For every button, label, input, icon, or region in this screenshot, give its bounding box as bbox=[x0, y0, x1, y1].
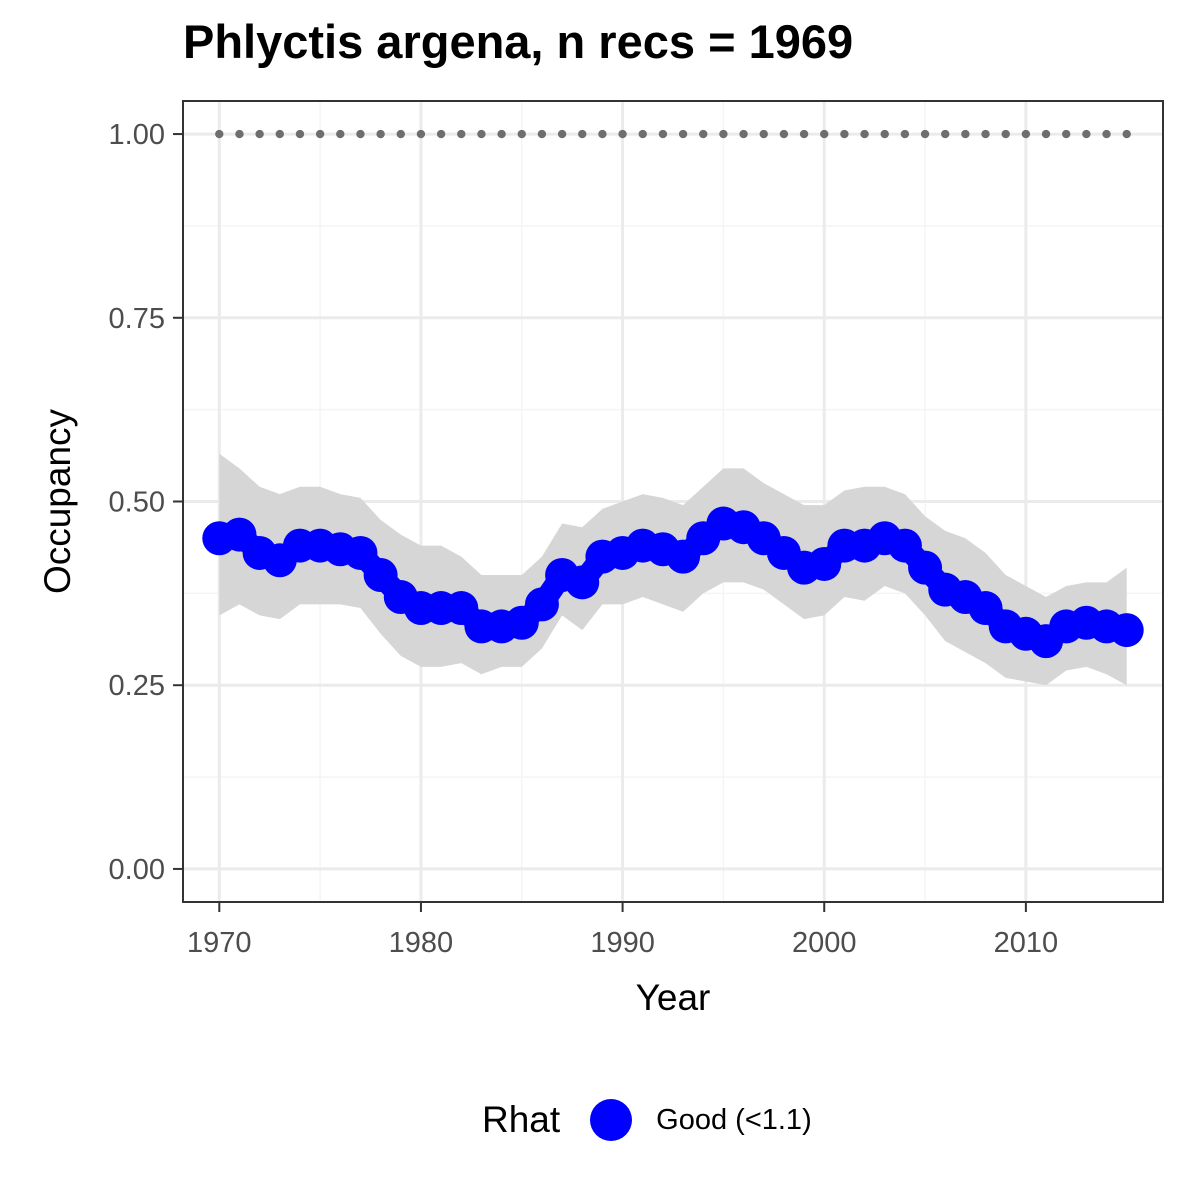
reference-dot bbox=[215, 129, 224, 139]
reference-dot bbox=[1041, 129, 1051, 139]
reference-dot bbox=[436, 129, 446, 139]
reference-dot bbox=[376, 129, 385, 139]
x-axis-tick-label: 2000 bbox=[792, 927, 857, 959]
reference-dot bbox=[578, 129, 587, 139]
y-axis-tick-label: 0.50 bbox=[109, 487, 165, 519]
reference-dot bbox=[699, 129, 708, 139]
occupancy-point bbox=[908, 550, 943, 585]
x-axis-tick-label: 1990 bbox=[590, 927, 655, 959]
reference-dot bbox=[719, 129, 728, 139]
y-axis-tick-label: 0.00 bbox=[109, 854, 165, 886]
chart-title: Phlyctis argena, n recs = 1969 bbox=[183, 15, 854, 68]
occupancy-point bbox=[1109, 613, 1144, 648]
reference-dot bbox=[618, 129, 627, 139]
reference-dot bbox=[840, 129, 849, 139]
occupancy-point bbox=[565, 565, 600, 600]
reference-dot bbox=[1122, 129, 1131, 139]
reference-dot bbox=[396, 129, 405, 139]
reference-dot bbox=[638, 129, 647, 139]
reference-dot bbox=[1062, 129, 1071, 139]
occupancy-point bbox=[524, 587, 559, 622]
reference-dot bbox=[900, 129, 910, 139]
reference-dot bbox=[920, 129, 930, 139]
reference-dot bbox=[457, 129, 466, 139]
y-axis-tick-label: 1.00 bbox=[109, 119, 165, 151]
reference-dot bbox=[336, 129, 345, 139]
legend-key-good bbox=[590, 1099, 633, 1141]
x-axis-tick-label: 2010 bbox=[994, 927, 1059, 959]
x-axis-title: Year bbox=[636, 977, 711, 1018]
reference-dot bbox=[1082, 129, 1091, 139]
reference-line-layer bbox=[215, 129, 1131, 139]
reference-dot bbox=[315, 129, 325, 139]
reference-dot bbox=[820, 129, 829, 139]
reference-dot bbox=[557, 129, 567, 139]
reference-dot bbox=[497, 129, 506, 139]
reference-dot bbox=[860, 129, 869, 139]
reference-dot bbox=[235, 129, 244, 139]
reference-dot bbox=[658, 129, 668, 139]
occupancy-point bbox=[343, 535, 378, 570]
reference-dot bbox=[759, 129, 768, 139]
reference-dot bbox=[739, 129, 748, 139]
occupancy-point bbox=[887, 528, 922, 563]
x-axis-tick-label: 1980 bbox=[389, 927, 454, 959]
reference-dot bbox=[799, 129, 809, 139]
reference-dot bbox=[981, 129, 990, 139]
reference-dot bbox=[477, 129, 486, 139]
reference-dot bbox=[941, 129, 950, 139]
reference-dot bbox=[1102, 129, 1111, 139]
reference-dot bbox=[961, 129, 970, 139]
reference-dot bbox=[678, 129, 688, 139]
reference-dot bbox=[517, 129, 526, 139]
reference-dot bbox=[295, 129, 305, 139]
y-axis-tick-label: 0.25 bbox=[109, 670, 165, 702]
reference-dot bbox=[779, 129, 789, 139]
x-axis-tick-label: 1970 bbox=[187, 927, 252, 959]
reference-dot bbox=[416, 129, 426, 139]
legend-label-good: Good (<1.1) bbox=[656, 1103, 812, 1136]
reference-dot bbox=[880, 129, 889, 139]
y-axis-tick-label: 0.75 bbox=[109, 303, 165, 335]
occupancy-line-layer bbox=[202, 506, 1144, 659]
y-axis-title: Occupancy bbox=[37, 408, 78, 594]
reference-dot bbox=[537, 129, 547, 139]
reference-dot bbox=[1021, 129, 1031, 139]
reference-dot bbox=[356, 129, 365, 139]
reference-dot bbox=[275, 129, 284, 139]
reference-dot bbox=[255, 129, 264, 139]
reference-dot bbox=[598, 129, 607, 139]
reference-dot bbox=[1001, 129, 1010, 139]
legend: Rhat Good (<1.1) bbox=[482, 1096, 812, 1144]
axes: 0.00 0.25 0.50 0.75 1.00 1970 1980 1990 2000 2010 bbox=[109, 119, 1059, 959]
occupancy-point bbox=[363, 557, 398, 592]
legend-title: Rhat bbox=[482, 1099, 561, 1140]
